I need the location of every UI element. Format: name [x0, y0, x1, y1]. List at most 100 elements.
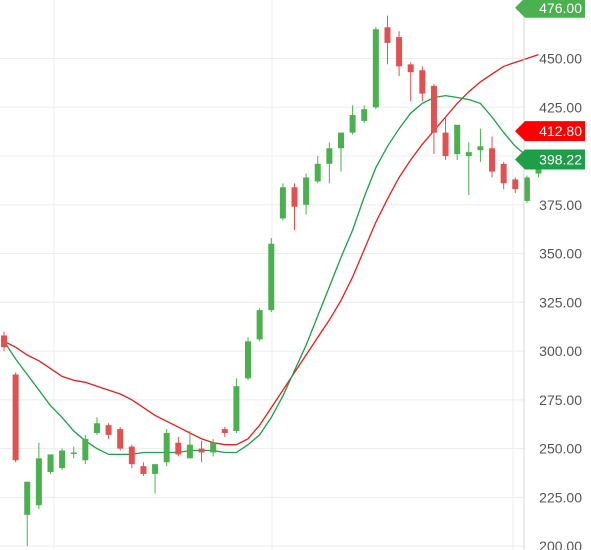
candle-up — [523, 175, 530, 203]
candle-body — [489, 148, 496, 172]
candle-body — [198, 448, 205, 453]
candle-down — [384, 15, 391, 65]
y-tick-label: 375.00 — [539, 197, 582, 213]
candle-body — [233, 386, 240, 432]
candle-body — [35, 458, 42, 506]
candle-down — [128, 444, 135, 469]
candle-body — [128, 446, 135, 465]
candle-up — [59, 448, 66, 471]
candle-up — [256, 308, 263, 342]
grid — [0, 0, 524, 550]
candle-up — [326, 142, 333, 184]
candle-down — [396, 31, 403, 77]
price-tags: 476.00 412.80 398.22 — [515, 0, 585, 170]
candle-up — [268, 237, 275, 313]
candles — [1, 15, 542, 547]
candle-body — [314, 163, 321, 182]
candle-body — [361, 109, 368, 121]
candle-up — [82, 434, 89, 465]
y-tick-label: 275.00 — [539, 392, 582, 408]
ma-fast-line — [3, 94, 539, 456]
y-tick-label: 225.00 — [539, 489, 582, 505]
y-tick-label: 450.00 — [539, 51, 582, 67]
price-tag-shape — [515, 0, 585, 18]
candle-body — [175, 442, 182, 455]
price-axis: 200.00 225.00 250.00 275.00 300.00 325.00 350.… — [523, 0, 582, 550]
candle-body — [93, 423, 100, 433]
y-tick-label: 325.00 — [539, 294, 582, 310]
price-tag: 412.80 — [515, 121, 585, 142]
candle-up — [477, 128, 484, 162]
price-tag-shape — [515, 149, 585, 170]
price-tag-label: 476.00 — [539, 0, 582, 16]
candle-up — [233, 378, 240, 433]
candle-body — [442, 132, 449, 157]
candle-down — [175, 436, 182, 457]
price-tag-shape — [515, 121, 585, 142]
candle-down — [430, 83, 437, 155]
candle-down — [198, 440, 205, 463]
candle-body — [291, 187, 298, 207]
y-tick-label: 300.00 — [539, 343, 582, 359]
price-tag-label: 412.80 — [539, 123, 582, 139]
candle-up — [337, 132, 344, 172]
candle-body — [523, 177, 530, 201]
candle-body — [163, 432, 170, 463]
candle-body — [221, 429, 228, 433]
candle-body — [372, 29, 379, 108]
candle-body — [430, 85, 437, 133]
candle-body — [1, 335, 7, 348]
candle-up — [210, 438, 217, 457]
candle-body — [152, 464, 159, 474]
price-tag: 476.00 — [515, 0, 585, 18]
candle-up — [465, 142, 472, 196]
candle-body — [454, 124, 461, 155]
price-tag: 398.22 — [515, 149, 585, 170]
candle-body — [349, 115, 356, 133]
candle-down — [419, 66, 426, 102]
candle-body — [12, 374, 19, 461]
candle-up — [361, 105, 368, 123]
candle-body — [59, 450, 66, 469]
candle-body — [326, 148, 333, 164]
candle-down — [442, 117, 449, 160]
candle-up — [47, 454, 54, 474]
candle-body — [396, 37, 403, 67]
candle-body — [24, 481, 31, 515]
candle-up — [372, 27, 379, 110]
candle-down — [407, 62, 414, 102]
candle-body — [512, 179, 519, 190]
candle-down — [1, 331, 7, 352]
candle-up — [93, 417, 100, 435]
candle-body — [105, 425, 112, 435]
candle-up — [24, 481, 31, 547]
y-tick-label: 250.00 — [539, 441, 582, 457]
candle-down — [105, 423, 112, 439]
candle-up — [454, 124, 461, 160]
candle-down — [117, 427, 124, 451]
candle-up — [303, 173, 310, 215]
candle-body — [47, 454, 54, 472]
candle-up — [279, 183, 286, 221]
candle-body — [210, 442, 217, 453]
candle-down — [291, 183, 298, 231]
candle-body — [117, 429, 124, 449]
candle-body — [256, 310, 263, 340]
candle-down — [489, 136, 496, 178]
y-tick-label: 200.00 — [539, 538, 582, 550]
candle-body — [186, 444, 193, 459]
candle-down — [140, 462, 147, 476]
candle-body — [500, 163, 507, 184]
candle-body — [419, 70, 426, 94]
candle-body — [82, 438, 89, 461]
y-tick-label: 425.00 — [539, 99, 582, 115]
candle-up — [349, 105, 356, 135]
candle-body — [268, 243, 275, 311]
candle-down — [12, 372, 19, 463]
candle-body — [140, 466, 147, 474]
candle-up — [186, 431, 193, 459]
candle-up — [314, 156, 321, 184]
candle-body — [407, 64, 414, 73]
candle-body — [245, 341, 252, 379]
